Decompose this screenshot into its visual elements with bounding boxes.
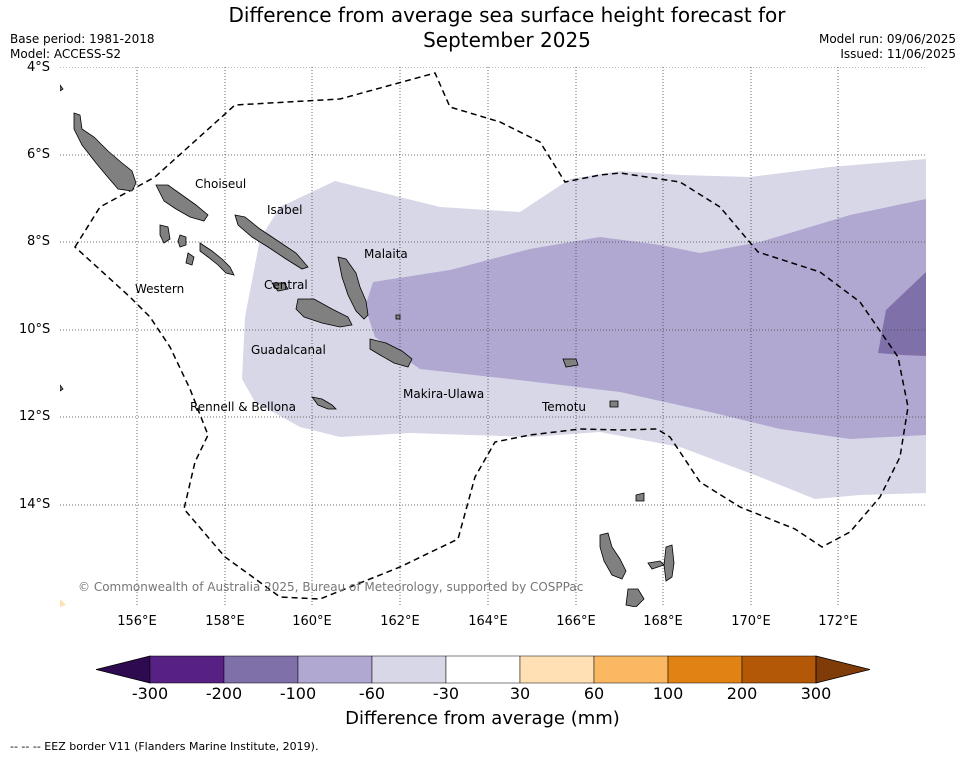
island-malekula (625, 588, 645, 607)
island-malaita (337, 256, 369, 320)
region-label-malaita: Malaita (364, 247, 408, 261)
lon-label-158e: 158°E (205, 614, 245, 629)
island-vanikoro (609, 400, 619, 408)
island-rendova (185, 252, 195, 266)
region-label-guadalcanal: Guadalcanal (251, 343, 326, 357)
island-choiseul (155, 184, 209, 222)
colorbar-extend-high (815, 655, 871, 684)
colorbar-bin-5 (445, 655, 521, 684)
lat-label-14s: 14°S (19, 497, 51, 512)
region-label-central: Central (264, 278, 308, 292)
anomaly-positive-patch (60, 599, 66, 607)
region-label-western: Western (135, 282, 185, 296)
island-pentecost (663, 544, 675, 582)
colorbar-tick-8: 100 (652, 684, 684, 703)
colorbar-tick-4: -60 (358, 684, 386, 703)
island-isabel (234, 214, 309, 270)
lon-label-160e: 160°E (292, 614, 332, 629)
lon-label-166e: 166°E (556, 614, 596, 629)
region-label-isabel: Isabel (267, 203, 303, 217)
lon-label-164e: 164°E (468, 614, 508, 629)
island-espiritu (599, 532, 627, 580)
lon-label-172e: 172°E (818, 614, 858, 629)
eez-border (74, 72, 909, 600)
island-santacruz (562, 358, 579, 368)
colorbar-tick-1: -300 (131, 684, 169, 703)
colorbar-extend-low (95, 655, 151, 684)
lat-label-6s: 6°S (27, 147, 51, 162)
island-newgeorgia (199, 242, 235, 276)
colorbar-tick-3: -100 (279, 684, 317, 703)
colorbar-tick-7: 60 (583, 684, 605, 703)
region-label-rennell-bellona: Rennell & Bellona (190, 400, 297, 414)
lon-label-168e: 168°E (643, 614, 683, 629)
colorbar-tick-10: 300 (800, 684, 832, 703)
copyright-notice: © Commonwealth of Australia 2025, Bureau… (78, 580, 584, 594)
meta-left: Base period: 1981-2018 Model: ACCESS-S2 (10, 32, 155, 62)
colorbar-bin-7 (593, 655, 669, 684)
land-masses (60, 84, 675, 607)
colorbar-bin-2 (223, 655, 299, 684)
colorbar-bin-8 (667, 655, 743, 684)
island-florida (271, 282, 289, 292)
colorbar-title: Difference from average (mm) (345, 708, 620, 729)
island-guadalcanal (295, 298, 353, 328)
lon-label-156e: 156°E (117, 614, 157, 629)
island-small-2 (60, 384, 64, 392)
colorbar-tick-9: 200 (726, 684, 758, 703)
anomaly-band-100-200 (878, 272, 926, 356)
map-area (60, 67, 926, 607)
lat-label-4s: 4°S (27, 60, 51, 75)
colorbar-bin-6 (519, 655, 595, 684)
model-name: Model: ACCESS-S2 (10, 47, 122, 61)
issued-date: Issued: 11/06/2025 (840, 47, 956, 61)
colorbar-bin-1 (149, 655, 225, 684)
island-kolombangara (177, 234, 187, 248)
map-title: Difference from average sea surface heig… (0, 3, 965, 53)
colorbar-bin-3 (297, 655, 373, 684)
lat-label-12s: 12°S (19, 409, 51, 424)
colorbar-bin-9 (741, 655, 817, 684)
colorbar-svg (95, 655, 871, 684)
colorbar-tick-6: 30 (509, 684, 531, 703)
island-small-1 (60, 84, 64, 92)
lat-gridlines (60, 67, 926, 506)
lon-label-170e: 170°E (731, 614, 771, 629)
region-label-temotu: Temotu (542, 400, 587, 414)
colorbar-tick-5: -30 (432, 684, 460, 703)
title-line-2: September 2025 (423, 28, 591, 52)
lon-gridlines (136, 67, 839, 607)
colorbar-bin-4 (371, 655, 447, 684)
island-banks (635, 492, 645, 502)
colorbar-tick-2: -200 (205, 684, 243, 703)
meta-right: Model run: 09/06/2025 Issued: 11/06/2025 (819, 32, 956, 62)
region-label-makira-ulawa: Makira-Ulawa (403, 387, 485, 401)
colorbar (95, 655, 871, 684)
base-period: Base period: 1981-2018 (10, 32, 155, 46)
title-line-1: Difference from average sea surface heig… (228, 3, 786, 27)
island-rennell (311, 396, 337, 410)
island-bougainville (73, 112, 137, 192)
lat-label-8s: 8°S (27, 234, 51, 249)
eez-legend-note: -- -- -- EEZ border V11 (Flanders Marine… (10, 740, 319, 753)
anomaly-band-60-100 (365, 199, 926, 439)
island-small-3 (395, 314, 401, 320)
island-ambae (647, 560, 665, 570)
region-label-choiseul: Choiseul (195, 177, 247, 191)
lat-label-10s: 10°S (19, 322, 51, 337)
island-vella (159, 224, 171, 244)
model-run: Model run: 09/06/2025 (818, 32, 956, 46)
lon-label-162e: 162°E (380, 614, 420, 629)
island-makira (369, 338, 413, 368)
map-canvas (60, 67, 926, 607)
